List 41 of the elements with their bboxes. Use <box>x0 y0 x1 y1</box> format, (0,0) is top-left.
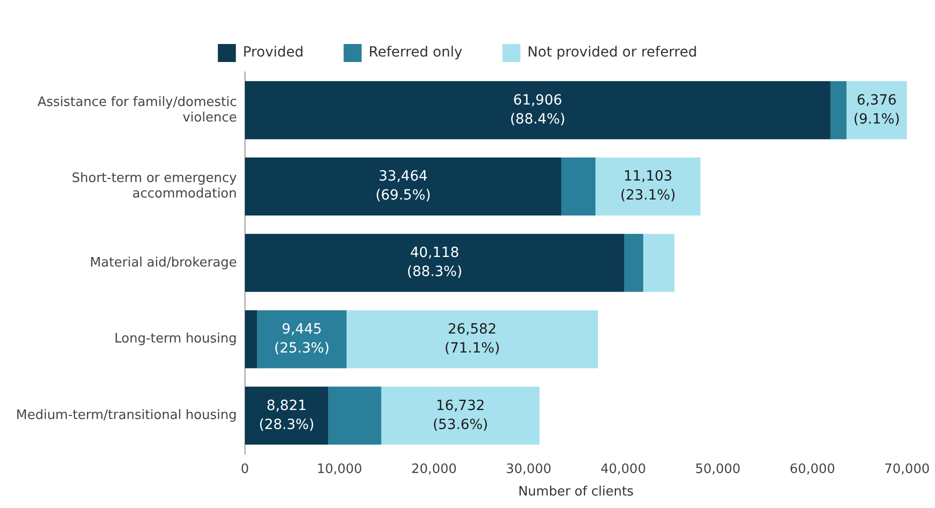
data-label: 11,103 (23.1%) <box>620 168 676 204</box>
x-tick-label: 70,000 <box>884 462 930 477</box>
bar <box>381 386 540 445</box>
data-label: 40,118 (88.3%) <box>406 245 462 280</box>
data-label: 8,821 (28.3%) <box>258 398 314 433</box>
bar <box>561 158 596 216</box>
x-axis-title: Number of clients <box>518 484 634 500</box>
y-tick-label: Short-term or emergency accommodation <box>72 171 238 202</box>
bar <box>595 158 700 216</box>
data-label: 9,445 (25.3%) <box>274 321 330 356</box>
bar <box>346 310 598 368</box>
x-tick-label: 0 <box>240 462 250 477</box>
bar <box>846 81 907 140</box>
y-tick-label: Material aid/brokerage <box>90 255 237 270</box>
y-tick-label: Medium-term/transitional housing <box>16 408 237 423</box>
y-tick-label: Assistance for family/domestic violence <box>37 94 237 126</box>
y-tick-label: Long-term housing <box>114 332 237 347</box>
legend-label: Not provided or referred <box>527 44 698 61</box>
bar <box>257 310 347 368</box>
bar <box>830 81 847 140</box>
x-tick-label: 10,000 <box>316 462 362 477</box>
bar <box>244 234 624 292</box>
bar <box>643 234 674 292</box>
bar <box>244 81 830 140</box>
data-label: 16,732 (53.6%) <box>432 398 488 433</box>
data-label: 61,906 (88.4%) <box>510 92 566 128</box>
bar <box>244 386 328 445</box>
bar <box>244 310 258 368</box>
x-tick-label: 50,000 <box>695 462 741 477</box>
data-label: 33,464 (69.5%) <box>375 168 431 204</box>
legend-label: Provided <box>242 44 304 61</box>
bar <box>328 386 382 445</box>
bar <box>624 234 644 292</box>
x-tick-label: 40,000 <box>600 462 646 477</box>
data-label: 6,376 (9.1%) <box>853 92 900 128</box>
x-tick-label: 20,000 <box>411 462 457 477</box>
x-tick-label: 30,000 <box>506 462 552 477</box>
bar <box>244 158 562 216</box>
legend-label: Referred only <box>368 44 462 61</box>
data-label: 26,582 (71.1%) <box>444 321 500 356</box>
x-tick-label: 60,000 <box>790 462 836 477</box>
